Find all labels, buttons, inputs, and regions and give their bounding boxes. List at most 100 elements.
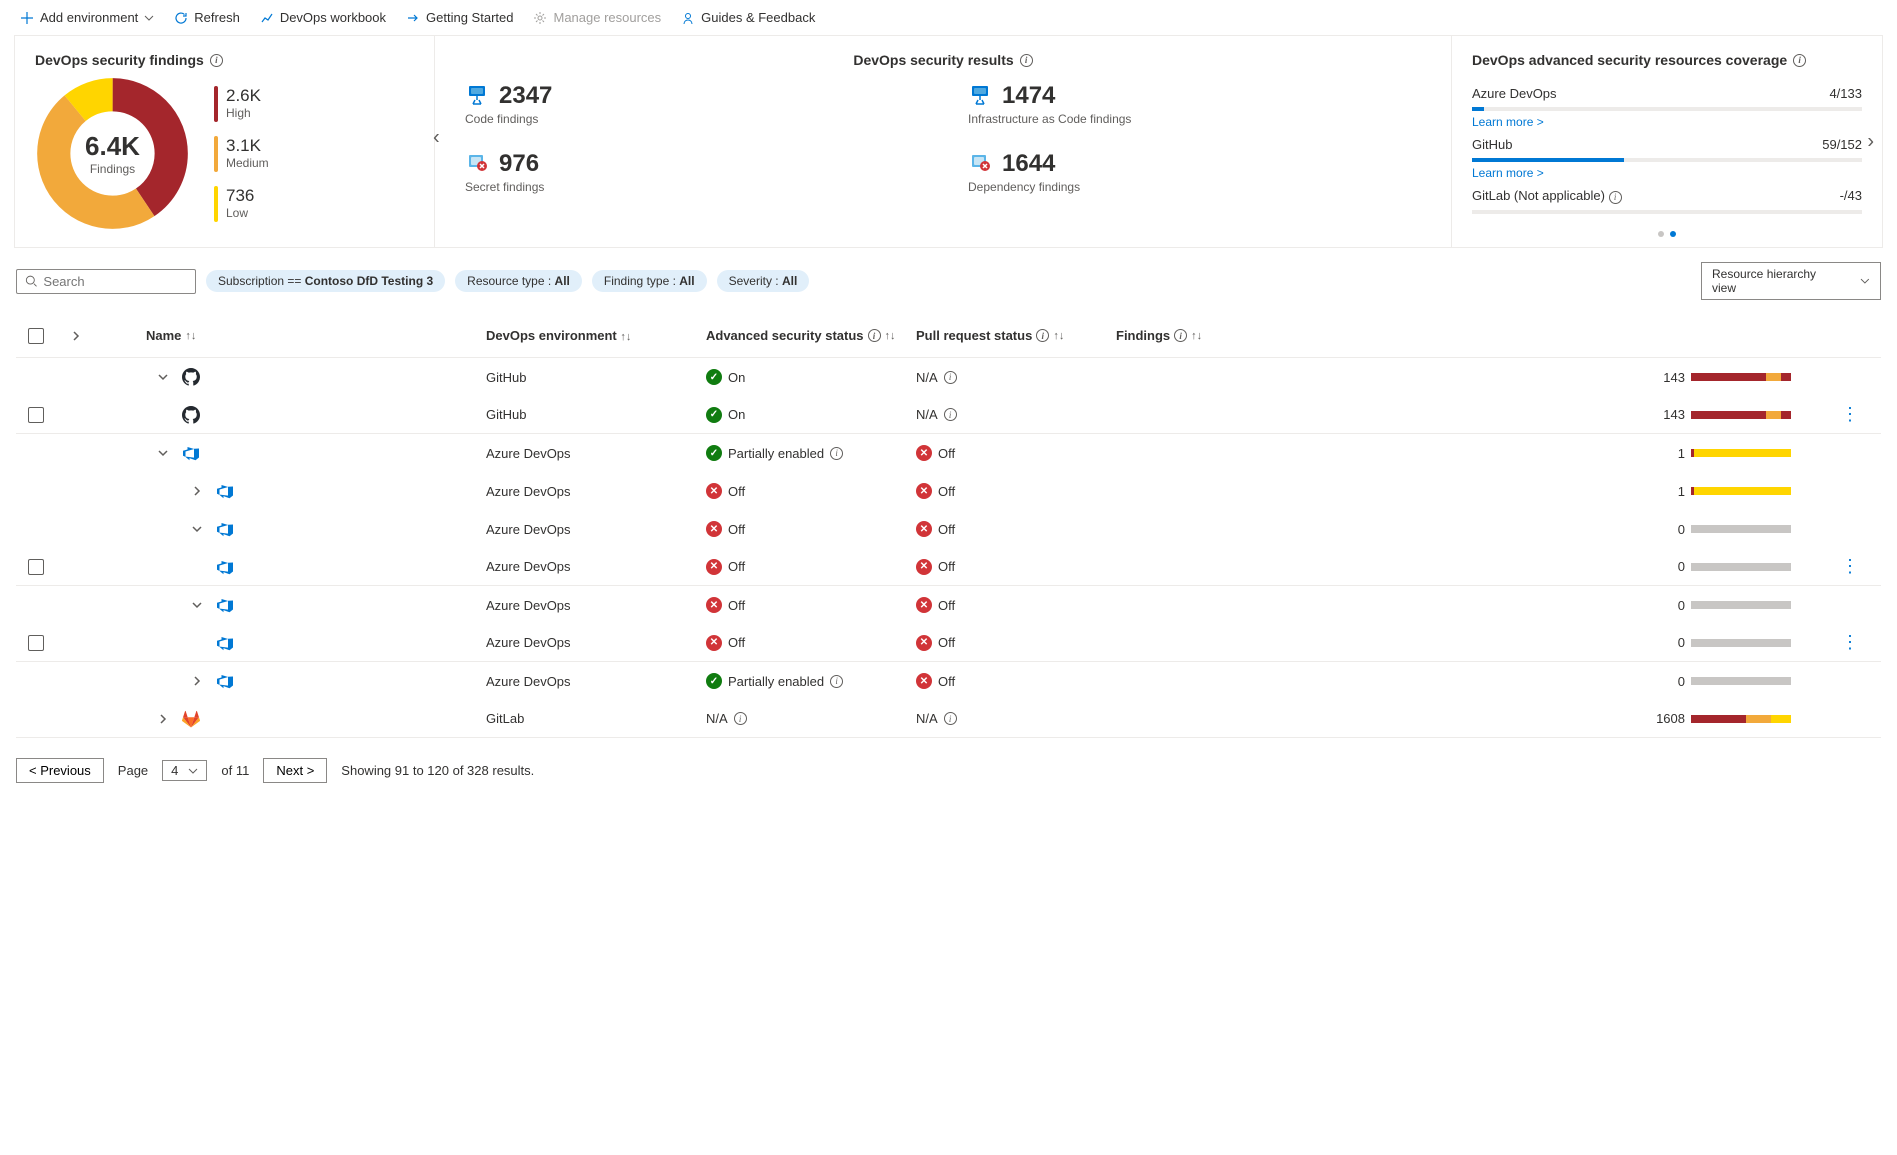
carousel-next-button[interactable]: › bbox=[1867, 130, 1874, 153]
gear-icon bbox=[533, 11, 547, 25]
expand-button[interactable] bbox=[158, 448, 168, 458]
select-all-checkbox[interactable] bbox=[28, 328, 44, 344]
table-row[interactable]: Azure DevOps ✓Partially enabledi ✕Off 0 bbox=[16, 662, 1881, 700]
info-icon[interactable]: i bbox=[734, 712, 747, 725]
expand-button[interactable] bbox=[192, 486, 202, 496]
adv-status-cell: N/Ai bbox=[706, 711, 916, 726]
info-icon[interactable]: i bbox=[1793, 54, 1806, 67]
getting-started-button[interactable]: Getting Started bbox=[406, 10, 513, 25]
expand-button[interactable] bbox=[192, 676, 202, 686]
results-card-title: DevOps security results i bbox=[455, 52, 1431, 68]
pr-status-cell: N/Ai bbox=[916, 407, 1116, 422]
add-environment-button[interactable]: Add environment bbox=[20, 10, 154, 25]
header-adv[interactable]: Advanced security status bbox=[706, 328, 864, 343]
table-row[interactable]: Azure DevOps ✕Off ✕Off 0 bbox=[16, 586, 1881, 624]
next-page-button[interactable]: Next > bbox=[263, 758, 327, 783]
refresh-icon bbox=[174, 11, 188, 25]
header-name[interactable]: Name bbox=[146, 328, 181, 343]
info-icon[interactable]: i bbox=[868, 329, 881, 342]
result-value: 2347 bbox=[499, 82, 552, 110]
table-row[interactable]: Azure DevOps ✕Off ✕Off 0 bbox=[16, 510, 1881, 548]
row-checkbox[interactable] bbox=[28, 559, 44, 575]
filter-pill[interactable]: Resource type : All bbox=[455, 270, 582, 292]
guides-button[interactable]: Guides & Feedback bbox=[681, 10, 815, 25]
legend-color-bar bbox=[214, 136, 218, 172]
result-icon bbox=[465, 152, 489, 176]
more-button[interactable]: ⋮ bbox=[1841, 632, 1859, 652]
filter-row: Subscription == Contoso DfD Testing 3 Res… bbox=[0, 248, 1897, 314]
info-icon[interactable]: i bbox=[1174, 329, 1187, 342]
table-row[interactable]: Azure DevOps ✕Off ✕Off 0 ⋮ bbox=[16, 624, 1881, 662]
gitlab-icon bbox=[182, 710, 200, 728]
pr-status-cell: ✕Off bbox=[916, 559, 1116, 575]
table-header: Name↑↓ DevOps environment ↑↓ Advanced se… bbox=[16, 314, 1881, 358]
coverage-name: GitLab (Not applicable) i bbox=[1472, 188, 1622, 204]
adv-status-cell: ✕Off bbox=[706, 635, 916, 651]
info-icon[interactable]: i bbox=[1020, 54, 1033, 67]
filter-pill[interactable]: Severity : All bbox=[717, 270, 810, 292]
info-icon[interactable]: i bbox=[830, 447, 843, 460]
pr-status-cell: ✕Off bbox=[916, 483, 1116, 499]
check-icon: ✓ bbox=[706, 673, 722, 689]
expand-button[interactable] bbox=[192, 600, 202, 610]
search-input[interactable] bbox=[16, 269, 196, 294]
workbook-button[interactable]: DevOps workbook bbox=[260, 10, 386, 25]
info-icon[interactable]: i bbox=[1036, 329, 1049, 342]
findings-cell: 1608 bbox=[1116, 711, 1841, 726]
env-cell: GitHub bbox=[486, 407, 706, 422]
info-icon[interactable]: i bbox=[210, 54, 223, 67]
findings-cell: 1 bbox=[1116, 484, 1841, 499]
pr-status-cell: ✕Off bbox=[916, 445, 1116, 461]
findings-bar bbox=[1691, 525, 1791, 533]
expand-button[interactable] bbox=[158, 372, 168, 382]
table-row[interactable]: Azure DevOps ✓Partially enabledi ✕Off 1 bbox=[16, 434, 1881, 472]
legend-color-bar bbox=[214, 86, 218, 122]
expand-button[interactable] bbox=[192, 524, 202, 534]
env-cell: Azure DevOps bbox=[486, 559, 706, 574]
table-row[interactable]: GitHub ✓On N/Ai 143 bbox=[16, 358, 1881, 396]
coverage-card: › DevOps advanced security resources cov… bbox=[1452, 36, 1882, 247]
info-icon[interactable]: i bbox=[830, 675, 843, 688]
findings-bar bbox=[1691, 563, 1791, 571]
coverage-name: Azure DevOps bbox=[1472, 86, 1557, 101]
info-icon[interactable]: i bbox=[944, 408, 957, 421]
page-select[interactable]: 4 bbox=[162, 760, 207, 781]
coverage-value: -/43 bbox=[1840, 188, 1862, 204]
expand-button[interactable] bbox=[158, 714, 168, 724]
ado-icon bbox=[216, 482, 234, 500]
ado-icon bbox=[216, 558, 234, 576]
coverage-list: Azure DevOps 4/133 Learn more > GitHub 5… bbox=[1472, 80, 1862, 214]
prev-page-button[interactable]: < Previous bbox=[16, 758, 104, 783]
header-env[interactable]: DevOps environment bbox=[486, 328, 617, 343]
row-checkbox[interactable] bbox=[28, 635, 44, 651]
view-select[interactable]: Resource hierarchy view bbox=[1701, 262, 1881, 300]
table-row[interactable]: GitHub ✓On N/Ai 143 ⋮ bbox=[16, 396, 1881, 434]
x-icon: ✕ bbox=[916, 445, 932, 461]
findings-count: 143 bbox=[1663, 370, 1685, 385]
adv-status-cell: ✓On bbox=[706, 369, 916, 385]
learn-more-link[interactable]: Learn more > bbox=[1472, 166, 1862, 180]
legend-color-bar bbox=[214, 186, 218, 222]
header-findings[interactable]: Findings bbox=[1116, 328, 1170, 343]
expand-all-button[interactable] bbox=[56, 331, 96, 341]
findings-count: 1 bbox=[1678, 446, 1685, 461]
learn-more-link[interactable]: Learn more > bbox=[1472, 115, 1862, 129]
table-row[interactable]: Azure DevOps ✕Off ✕Off 1 bbox=[16, 472, 1881, 510]
row-checkbox[interactable] bbox=[28, 407, 44, 423]
search-field[interactable] bbox=[43, 274, 187, 289]
info-icon[interactable]: i bbox=[944, 712, 957, 725]
refresh-button[interactable]: Refresh bbox=[174, 10, 240, 25]
findings-count: 143 bbox=[1663, 407, 1685, 422]
x-icon: ✕ bbox=[706, 483, 722, 499]
carousel-prev-button[interactable]: ‹ bbox=[433, 127, 440, 150]
filter-pill[interactable]: Subscription == Contoso DfD Testing 3 bbox=[206, 270, 445, 292]
table-row[interactable]: Azure DevOps ✕Off ✕Off 0 ⋮ bbox=[16, 548, 1881, 586]
info-icon[interactable]: i bbox=[944, 371, 957, 384]
header-pr[interactable]: Pull request status bbox=[916, 328, 1032, 343]
more-button[interactable]: ⋮ bbox=[1841, 404, 1859, 424]
table-row[interactable]: GitLab N/Ai N/Ai 1608 bbox=[16, 700, 1881, 738]
filter-pill[interactable]: Finding type : All bbox=[592, 270, 707, 292]
findings-cell: 0 bbox=[1116, 635, 1841, 650]
findings-total-label: Findings bbox=[90, 162, 135, 176]
more-button[interactable]: ⋮ bbox=[1841, 556, 1859, 576]
